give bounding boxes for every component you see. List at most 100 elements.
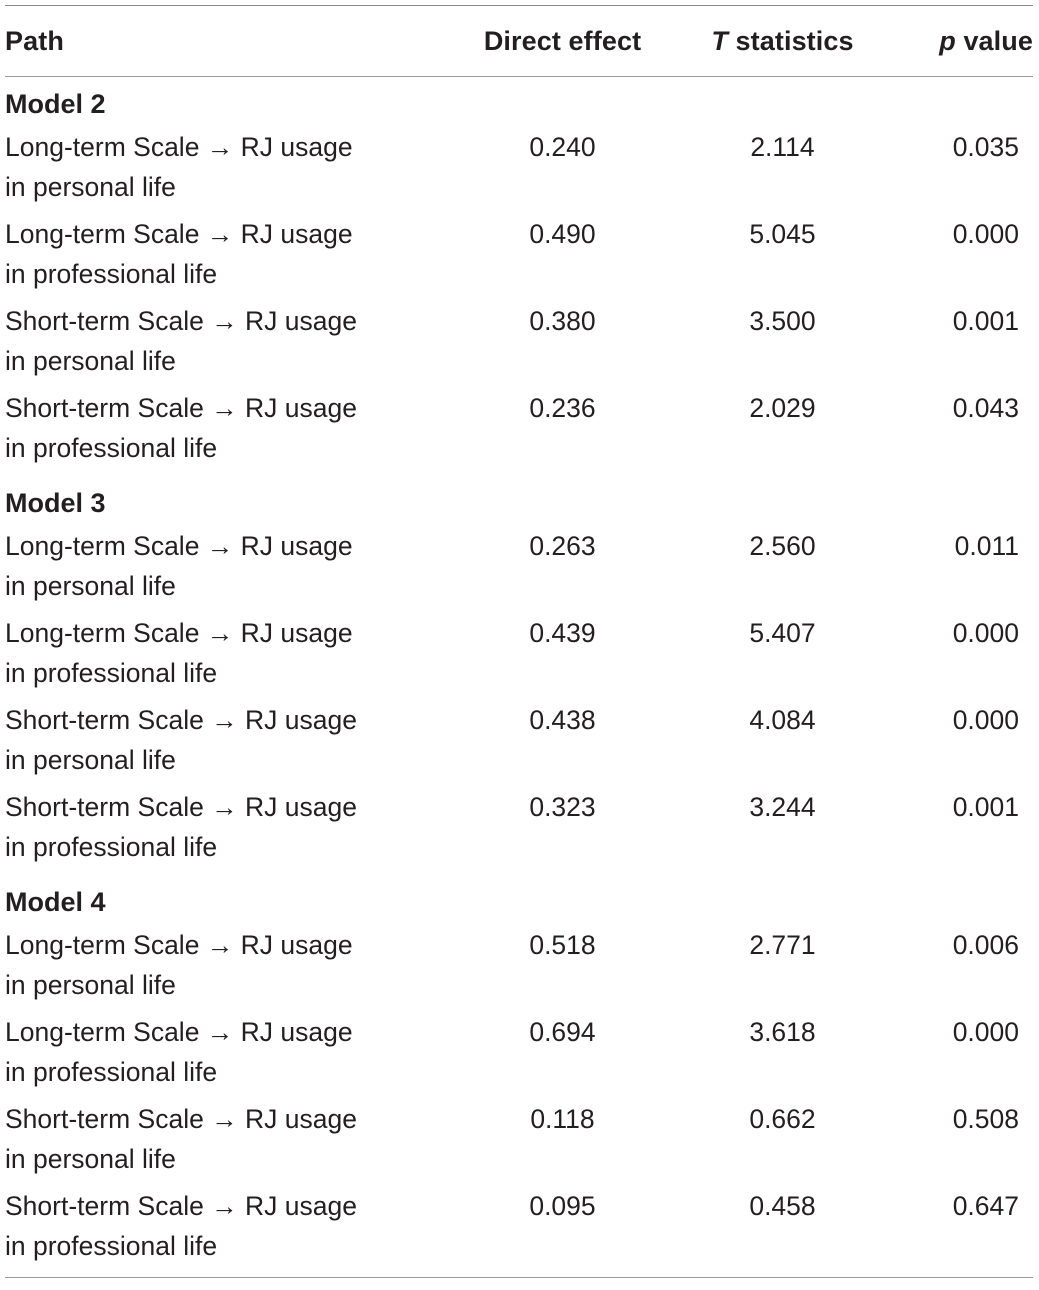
header-t-italic: T bbox=[711, 25, 728, 56]
model-heading-row: Model 3 bbox=[5, 476, 1033, 527]
t-statistics-cell: 0.662 bbox=[749, 1104, 816, 1134]
direct-effect-cell: 0.263 bbox=[529, 531, 596, 561]
path-line-1: Short-term Scale → RJ usage bbox=[5, 306, 357, 336]
t-statistics-cell: 4.084 bbox=[749, 705, 816, 735]
path-cell: Long-term Scale → RJ usage in profession… bbox=[5, 215, 415, 302]
path-line-2: in professional life bbox=[5, 831, 218, 862]
p-value-cell: 0.001 bbox=[952, 306, 1020, 336]
p-value-cell: 0.508 bbox=[952, 1104, 1020, 1134]
p-value-cell: 0.043 bbox=[952, 393, 1020, 423]
path-line-1: Short-term Scale → RJ usage bbox=[5, 705, 357, 735]
path-cell: Short-term Scale → RJ usage in personal … bbox=[5, 701, 415, 788]
table-row: Short-term Scale → RJ usage in professio… bbox=[5, 788, 1033, 875]
t-statistics-cell: 3.244 bbox=[749, 792, 816, 822]
direct-effect-cell: 0.380 bbox=[529, 306, 596, 336]
path-cell: Long-term Scale → RJ usage in personal l… bbox=[5, 527, 415, 614]
model-heading-row: Model 2 bbox=[5, 77, 1033, 128]
path-line-1: Short-term Scale → RJ usage bbox=[5, 1104, 357, 1134]
t-statistics-cell: 2.771 bbox=[749, 930, 816, 960]
direct-effect-cell: 0.236 bbox=[529, 393, 596, 423]
p-value-cell: 0.011 bbox=[954, 531, 1020, 561]
direct-effect-cell: 0.118 bbox=[530, 1104, 595, 1134]
table-row: Short-term Scale → RJ usage in personal … bbox=[5, 701, 1033, 788]
results-table-body: Model 2 Long-term Scale → RJ usage in pe… bbox=[5, 77, 1033, 1274]
path-line-2: in professional life bbox=[5, 432, 218, 463]
p-value-cell: 0.006 bbox=[952, 930, 1020, 960]
path-cell: Short-term Scale → RJ usage in professio… bbox=[5, 1187, 415, 1274]
t-statistics-cell: 5.407 bbox=[749, 618, 816, 648]
header-path: Path bbox=[5, 25, 64, 56]
header-t-rest: statistics bbox=[727, 25, 854, 56]
path-line-2: in professional life bbox=[5, 1230, 218, 1261]
t-statistics-cell: 5.045 bbox=[749, 219, 816, 249]
path-cell: Long-term Scale → RJ usage in personal l… bbox=[5, 926, 415, 1013]
path-line-2: in personal life bbox=[5, 1143, 176, 1174]
path-cell: Long-term Scale → RJ usage in personal l… bbox=[5, 128, 415, 215]
path-cell: Short-term Scale → RJ usage in professio… bbox=[5, 389, 415, 476]
header-p-value: p value bbox=[875, 6, 1033, 76]
direct-effect-cell: 0.694 bbox=[529, 1017, 596, 1047]
path-line-2: in professional life bbox=[5, 258, 218, 289]
header-row: Path Direct effect T statistics p value bbox=[5, 6, 1033, 76]
p-value-cell: 0.035 bbox=[952, 132, 1020, 162]
path-line-1: Long-term Scale → RJ usage bbox=[5, 132, 353, 162]
direct-effect-cell: 0.518 bbox=[529, 930, 596, 960]
table-row: Short-term Scale → RJ usage in personal … bbox=[5, 1100, 1033, 1187]
path-line-1: Long-term Scale → RJ usage bbox=[5, 618, 353, 648]
header-rule bbox=[5, 76, 1033, 77]
model-heading-row: Model 4 bbox=[5, 875, 1033, 926]
direct-effect-cell: 0.240 bbox=[529, 132, 596, 162]
direct-effect-cell: 0.438 bbox=[529, 705, 596, 735]
table-row: Long-term Scale → RJ usage in personal l… bbox=[5, 926, 1033, 1013]
table-row: Long-term Scale → RJ usage in profession… bbox=[5, 1013, 1033, 1100]
t-statistics-cell: 2.560 bbox=[749, 531, 816, 561]
model-label: Model 4 bbox=[5, 887, 106, 917]
p-value-cell: 0.001 bbox=[952, 792, 1020, 822]
path-line-1: Long-term Scale → RJ usage bbox=[5, 1017, 353, 1047]
path-cell: Short-term Scale → RJ usage in professio… bbox=[5, 788, 415, 875]
t-statistics-cell: 2.114 bbox=[750, 132, 815, 162]
path-line-1: Short-term Scale → RJ usage bbox=[5, 1191, 357, 1221]
table-row: Long-term Scale → RJ usage in profession… bbox=[5, 215, 1033, 302]
path-line-1: Long-term Scale → RJ usage bbox=[5, 219, 353, 249]
table-row: Short-term Scale → RJ usage in professio… bbox=[5, 1187, 1033, 1274]
path-cell: Long-term Scale → RJ usage in profession… bbox=[5, 1013, 415, 1100]
model-label: Model 3 bbox=[5, 488, 106, 518]
results-table-container: Path Direct effect T statistics p value … bbox=[5, 5, 1033, 1278]
t-statistics-cell: 2.029 bbox=[749, 393, 816, 423]
table-row: Short-term Scale → RJ usage in professio… bbox=[5, 389, 1033, 476]
path-line-1: Long-term Scale → RJ usage bbox=[5, 930, 353, 960]
p-value-cell: 0.000 bbox=[952, 705, 1020, 735]
path-line-2: in personal life bbox=[5, 969, 176, 1000]
t-statistics-cell: 0.458 bbox=[749, 1191, 816, 1221]
top-rule bbox=[5, 5, 1033, 6]
header-direct-effect: Direct effect bbox=[483, 25, 642, 56]
path-line-2: in professional life bbox=[5, 1056, 218, 1087]
table-row: Long-term Scale → RJ usage in personal l… bbox=[5, 128, 1033, 215]
header-p-rest: value bbox=[955, 25, 1033, 56]
path-cell: Long-term Scale → RJ usage in profession… bbox=[5, 614, 415, 701]
path-line-1: Short-term Scale → RJ usage bbox=[5, 792, 357, 822]
path-line-2: in personal life bbox=[5, 744, 176, 775]
header-t-statistics: T statistics bbox=[700, 6, 875, 76]
t-statistics-cell: 3.618 bbox=[749, 1017, 816, 1047]
p-value-cell: 0.000 bbox=[952, 1017, 1020, 1047]
results-table: Path Direct effect T statistics p value bbox=[5, 6, 1033, 76]
table-header: Path Direct effect T statistics p value bbox=[5, 6, 1033, 76]
p-value-cell: 0.000 bbox=[952, 219, 1020, 249]
path-cell: Short-term Scale → RJ usage in personal … bbox=[5, 302, 415, 389]
direct-effect-cell: 0.439 bbox=[529, 618, 596, 648]
t-statistics-cell: 3.500 bbox=[749, 306, 816, 336]
table-row: Long-term Scale → RJ usage in personal l… bbox=[5, 527, 1033, 614]
bottom-rule bbox=[5, 1277, 1033, 1278]
p-value-cell: 0.647 bbox=[952, 1191, 1020, 1221]
p-value-cell: 0.000 bbox=[952, 618, 1020, 648]
model-label: Model 2 bbox=[5, 89, 106, 119]
table-body: Model 2 Long-term Scale → RJ usage in pe… bbox=[5, 77, 1033, 1274]
path-line-1: Long-term Scale → RJ usage bbox=[5, 531, 353, 561]
path-line-1: Short-term Scale → RJ usage bbox=[5, 393, 357, 423]
path-line-2: in personal life bbox=[5, 171, 176, 202]
table-row: Short-term Scale → RJ usage in personal … bbox=[5, 302, 1033, 389]
direct-effect-cell: 0.490 bbox=[529, 219, 596, 249]
path-line-2: in personal life bbox=[5, 570, 176, 601]
